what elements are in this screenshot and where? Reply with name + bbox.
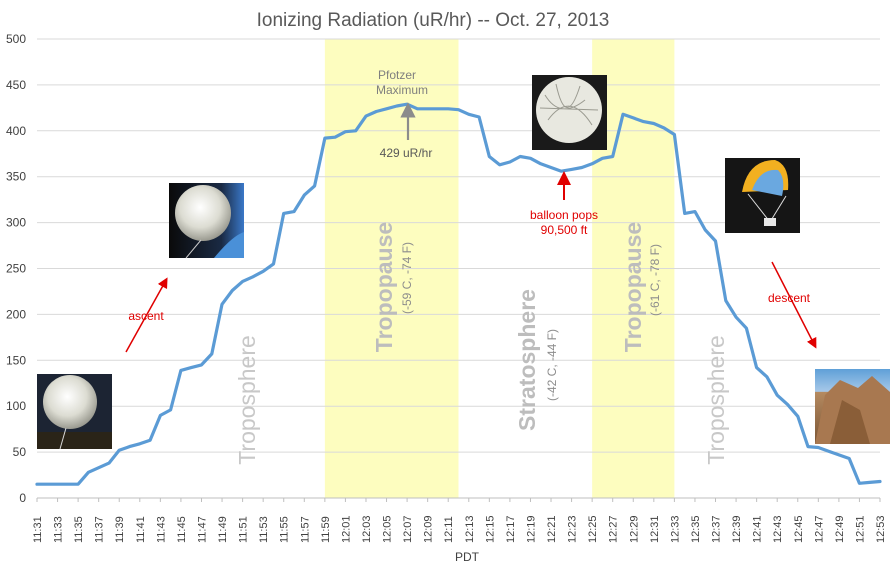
x-tick-label: 12:31 bbox=[649, 515, 661, 543]
x-tick-label: 11:39 bbox=[114, 516, 126, 543]
balloon-burst-photo bbox=[532, 75, 607, 150]
stratosphere-sublabel: (-42 C, -44 F) bbox=[545, 329, 559, 401]
x-tick-label: 11:57 bbox=[299, 516, 311, 543]
x-tick-label: 11:59 bbox=[320, 516, 332, 543]
x-tick-label: 12:35 bbox=[690, 515, 702, 543]
descent-arrow bbox=[771, 261, 817, 349]
x-tick-label: 12:01 bbox=[340, 515, 352, 543]
parachute-photo bbox=[725, 158, 800, 233]
x-tick-label: 12:37 bbox=[711, 515, 723, 543]
x-tick-label: 11:45 bbox=[176, 516, 188, 543]
y-tick-label: 250 bbox=[6, 262, 26, 276]
x-tick-label: 12:07 bbox=[402, 515, 414, 543]
y-tick-label: 200 bbox=[6, 307, 26, 321]
x-tick-label: 12:39 bbox=[731, 515, 743, 543]
x-tick-label: 12:05 bbox=[382, 515, 394, 543]
y-tick-label: 500 bbox=[6, 32, 26, 46]
stratosphere-label: Stratosphere bbox=[514, 289, 540, 431]
tropopause-sublabel-2: (-61 C, -78 F) bbox=[648, 244, 662, 316]
landing-site-photo bbox=[815, 369, 890, 444]
x-tick-label: 11:53 bbox=[258, 516, 270, 543]
y-tick-label: 300 bbox=[6, 216, 26, 230]
x-tick-label: 11:55 bbox=[279, 516, 291, 543]
x-tick-label: 12:19 bbox=[525, 515, 537, 543]
ascent-label: ascent bbox=[128, 309, 164, 323]
x-tick-label: 11:43 bbox=[155, 516, 167, 543]
x-tick-label: 12:51 bbox=[854, 515, 866, 543]
x-tick-label: 12:45 bbox=[793, 515, 805, 543]
descent-label: descent bbox=[768, 291, 811, 305]
chart-title: Ionizing Radiation (uR/hr) -- Oct. 27, 2… bbox=[257, 10, 610, 31]
y-axis-ticks: 0 50 100 150 200 250 300 350 400 450 500 bbox=[6, 32, 26, 505]
pfotzer-label-line1: Pfotzer bbox=[378, 68, 416, 82]
y-tick-label: 50 bbox=[13, 445, 27, 459]
x-tick-label: 12:27 bbox=[608, 515, 620, 543]
x-tick-label: 12:41 bbox=[752, 515, 764, 543]
x-tick-label: 12:21 bbox=[546, 515, 558, 543]
x-tick-label: 11:51 bbox=[238, 516, 250, 543]
x-axis-ticks: 11:31 11:33 11:35 11:37 11:39 11:41 11:43 11:45… bbox=[32, 498, 887, 543]
x-tick-label: 12:53 bbox=[875, 515, 887, 543]
pfotzer-label-line2: Maximum bbox=[376, 83, 428, 97]
x-tick-label: 11:33 bbox=[53, 516, 65, 543]
tropopause-label-1: Tropopause bbox=[371, 222, 397, 352]
x-tick-label: 11:41 bbox=[135, 516, 147, 543]
x-axis-label: PDT bbox=[455, 550, 480, 564]
tropopause-sublabel-1: (-59 C, -74 F) bbox=[400, 242, 414, 314]
x-tick-label: 12:23 bbox=[567, 515, 579, 543]
x-tick-label: 12:11 bbox=[443, 516, 455, 543]
x-tick-label: 11:37 bbox=[94, 516, 106, 543]
x-tick-label: 12:43 bbox=[772, 515, 784, 543]
y-tick-label: 150 bbox=[6, 353, 26, 367]
x-tick-label: 12:29 bbox=[628, 515, 640, 543]
x-tick-label: 12:09 bbox=[423, 515, 435, 543]
x-tick-label: 12:03 bbox=[361, 515, 373, 543]
ascent-arrow bbox=[125, 277, 168, 353]
troposphere-label-left: Troposphere bbox=[234, 335, 260, 465]
troposphere-label-right: Troposphere bbox=[703, 335, 729, 465]
balloon-pops-label-line1: balloon pops bbox=[530, 208, 598, 222]
y-tick-label: 450 bbox=[6, 78, 26, 92]
y-tick-label: 0 bbox=[19, 491, 26, 505]
x-tick-label: 12:17 bbox=[505, 515, 517, 543]
x-tick-label: 12:13 bbox=[464, 515, 476, 543]
radiation-series-line bbox=[35, 102, 882, 486]
x-tick-label: 11:49 bbox=[217, 516, 229, 543]
x-tick-label: 11:31 bbox=[32, 516, 44, 543]
x-tick-label: 12:47 bbox=[813, 515, 825, 543]
balloon-pops-label-line2: 90,500 ft bbox=[541, 223, 588, 237]
x-tick-label: 12:49 bbox=[834, 515, 846, 543]
y-tick-label: 350 bbox=[6, 170, 26, 184]
y-tick-label: 100 bbox=[6, 399, 26, 413]
balloon-launch-photo bbox=[37, 374, 112, 450]
x-tick-label: 12:15 bbox=[484, 515, 496, 543]
x-tick-label: 11:35 bbox=[73, 516, 85, 543]
x-tick-label: 12:25 bbox=[587, 515, 599, 543]
x-tick-label: 11:47 bbox=[196, 516, 208, 543]
balloon-ascent-photo bbox=[169, 183, 244, 259]
y-tick-label: 400 bbox=[6, 124, 26, 138]
pfotzer-value-label: 429 uR/hr bbox=[380, 146, 433, 160]
x-tick-label: 12:33 bbox=[669, 515, 681, 543]
tropopause-label-2: Tropopause bbox=[620, 222, 646, 352]
